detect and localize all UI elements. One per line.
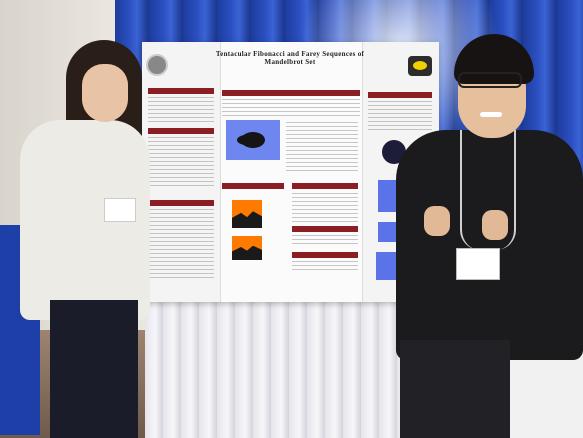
- table-skirt: [145, 300, 405, 438]
- poster-title-line-1: Tentacular Fibonacci and Farey Sequences…: [215, 50, 365, 58]
- poster-title: Tentacular Fibonacci and Farey Sequences…: [180, 50, 400, 66]
- section-text: [148, 137, 214, 187]
- section-text: [148, 97, 214, 123]
- mandelbrot-image: [226, 120, 280, 160]
- person-left-pants: [50, 300, 138, 438]
- section-header: [222, 183, 284, 189]
- university-seal-icon: [146, 54, 168, 76]
- section-header: [148, 88, 214, 94]
- section-header: [222, 90, 360, 96]
- poster-title-line-2: Mandelbrot Set: [264, 58, 316, 66]
- person-right-sweater: [396, 130, 583, 360]
- smile: [480, 112, 502, 117]
- section-header: [148, 200, 214, 206]
- fractal-detail-image: [232, 200, 262, 228]
- section-header: [148, 128, 214, 134]
- section-text: [286, 122, 358, 172]
- mandelbrot-logo-icon: [408, 56, 432, 76]
- thumbs-up-hand: [482, 210, 508, 240]
- lanyard: [460, 130, 516, 250]
- section-text: [368, 101, 432, 131]
- person-left-face: [82, 64, 128, 122]
- section-header: [292, 252, 358, 258]
- name-badge: [104, 198, 136, 222]
- section-header: [368, 92, 432, 98]
- section-text: [292, 235, 358, 247]
- name-badge: [456, 248, 500, 280]
- section-text: [148, 209, 214, 279]
- glasses: [458, 72, 522, 88]
- thumbs-up-hand: [424, 206, 450, 236]
- section-text: [292, 193, 358, 223]
- section-header: [292, 226, 358, 232]
- section-header: [292, 183, 358, 189]
- fractal-detail-image: [232, 236, 262, 260]
- person-right-pants: [400, 340, 510, 438]
- section-text: [222, 99, 360, 117]
- section-text: [292, 261, 358, 273]
